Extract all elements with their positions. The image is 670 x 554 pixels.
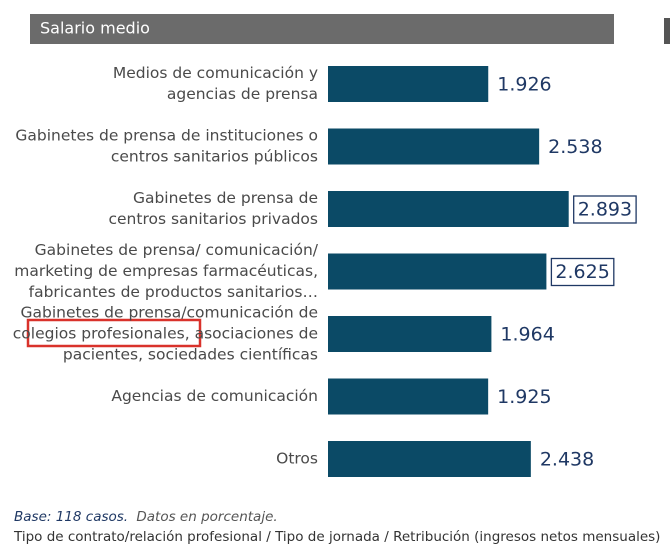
footnote-source: Tipo de contrato/relación profesional / …	[13, 529, 660, 545]
bar	[328, 128, 540, 165]
chart-title: Salario medio	[40, 19, 150, 38]
category-label: Otros	[276, 450, 318, 468]
footnote-base: Base: 118 casos.	[14, 509, 128, 525]
bar	[328, 191, 569, 227]
value-box	[550, 257, 615, 287]
category-label: centros sanitarios privados	[108, 210, 318, 228]
edge-mark	[664, 18, 670, 44]
value-label: 1.925	[497, 386, 551, 408]
category-label: agencias de prensa	[167, 85, 318, 103]
bar	[328, 316, 492, 352]
category-label: Medios de comunicación y	[113, 64, 318, 82]
category-label: Gabinetes de prensa de instituciones o	[15, 127, 318, 145]
footnote-note: Datos en porcentaje.	[136, 509, 277, 525]
value-label: 1.964	[500, 324, 554, 346]
category-label: fabricantes de productos sanitarios…	[29, 283, 318, 301]
category-label: Gabinetes de prensa de	[133, 189, 318, 207]
title-bar	[30, 14, 614, 44]
value-label: 2.893	[578, 199, 632, 221]
bar	[328, 378, 489, 415]
bar	[328, 441, 531, 477]
category-label: marketing de empresas farmacéuticas,	[14, 262, 318, 280]
category-label: centros sanitarios públicos	[111, 148, 318, 166]
value-label: 2.538	[548, 136, 602, 158]
highlight-box	[26, 318, 202, 348]
value-label: 2.438	[540, 449, 594, 471]
category-label: Gabinetes de prensa/comunicación de	[21, 304, 318, 322]
category-label: Agencias de comunicación	[111, 387, 318, 405]
category-label: pacientes, sociedades científicas	[63, 346, 318, 364]
footnote: Base: 118 casos. Datos en porcentaje.	[14, 509, 278, 525]
value-box	[573, 195, 637, 224]
value-label: 2.625	[555, 261, 609, 283]
value-label: 1.926	[497, 74, 551, 96]
category-label: Gabinetes de prensa/ comunicación/	[35, 241, 319, 259]
category-label: colegios profesionales, asociaciones de	[13, 325, 318, 343]
bar	[328, 253, 547, 290]
bar	[328, 66, 489, 102]
